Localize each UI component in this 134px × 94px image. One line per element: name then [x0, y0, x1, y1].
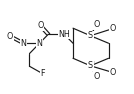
Text: O: O [7, 32, 13, 41]
Text: S: S [88, 31, 93, 40]
Text: O: O [109, 24, 116, 33]
Text: =: = [89, 36, 94, 41]
Text: NH: NH [58, 30, 70, 39]
Text: =: = [89, 60, 94, 65]
Text: N: N [21, 39, 26, 48]
Text: N: N [37, 39, 42, 48]
Text: O: O [37, 21, 43, 30]
Text: O: O [93, 20, 100, 29]
Text: F: F [41, 69, 45, 78]
Text: S: S [88, 61, 93, 70]
Text: O: O [109, 68, 116, 77]
Text: O: O [93, 72, 100, 81]
